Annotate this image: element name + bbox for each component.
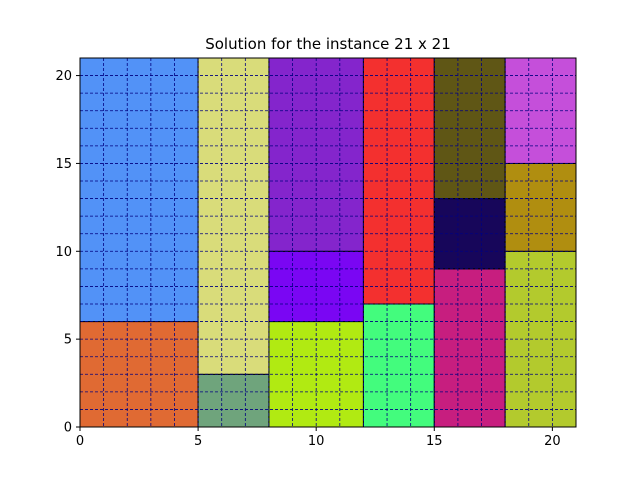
chart-title: Solution for the instance 21 x 21 xyxy=(205,35,451,53)
packed-rectangle-14 xyxy=(504,162,577,252)
packed-rectangle-12 xyxy=(433,57,506,200)
packed-rectangle-4 xyxy=(197,57,270,375)
packed-rectangle-10 xyxy=(433,268,506,428)
packed-rectangle-2 xyxy=(79,57,199,323)
x-tick-label: 10 xyxy=(308,434,325,449)
x-tick-label: 5 xyxy=(194,434,202,449)
y-tick-label: 20 xyxy=(55,69,72,84)
packed-rectangle-1 xyxy=(79,321,199,428)
y-tick-label: 5 xyxy=(64,333,72,348)
packed-rectangle-9 xyxy=(362,57,435,305)
packed-rectangle-3 xyxy=(197,373,270,428)
x-tick-label: 15 xyxy=(426,434,443,449)
y-tick-label: 15 xyxy=(55,157,72,172)
y-tick-label: 0 xyxy=(64,421,72,436)
packed-rectangle-8 xyxy=(362,303,435,428)
x-tick-label: 20 xyxy=(544,434,561,449)
rectangles-layer xyxy=(79,57,577,428)
grid-layer xyxy=(80,58,576,427)
y-tick-label: 10 xyxy=(55,245,72,260)
axes-layer: 0 5 10 15 20 0 5 10 15 20 xyxy=(55,57,577,449)
packed-rectangle-11 xyxy=(433,198,506,270)
plot-frame xyxy=(79,57,577,428)
x-tick-label: 0 xyxy=(76,434,84,449)
